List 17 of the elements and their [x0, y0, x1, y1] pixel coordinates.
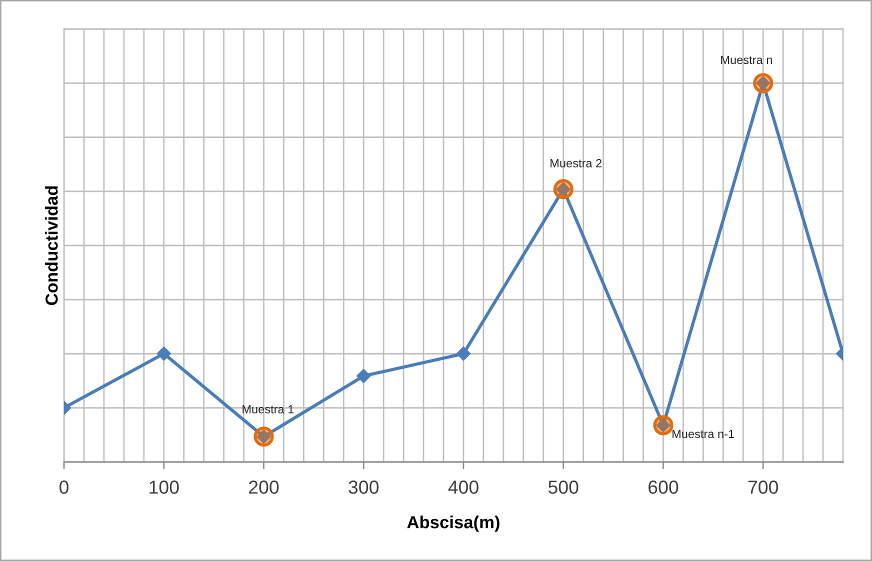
x-tick-label: 200: [249, 480, 279, 494]
y-axis-title: Conductividad: [45, 186, 58, 306]
annotation: Muestra 1: [242, 405, 294, 414]
x-tick-label: 300: [348, 480, 379, 494]
point: [356, 368, 371, 384]
x-tick-label: 0: [60, 480, 68, 494]
annotation: Muestra 2: [550, 159, 602, 168]
x-tick-label: 600: [648, 480, 678, 494]
x-axis-title: Abscisa(m): [407, 516, 500, 532]
point: [456, 346, 471, 361]
x-tick-label: 700: [748, 480, 778, 494]
x-tick-label: 400: [448, 480, 478, 494]
x-tick-label: 500: [548, 480, 578, 494]
point: [156, 346, 171, 361]
x-tick-label: 100: [150, 480, 179, 494]
annotation: Muestra n: [721, 56, 772, 64]
annotation: Muestra n-1: [672, 430, 734, 438]
